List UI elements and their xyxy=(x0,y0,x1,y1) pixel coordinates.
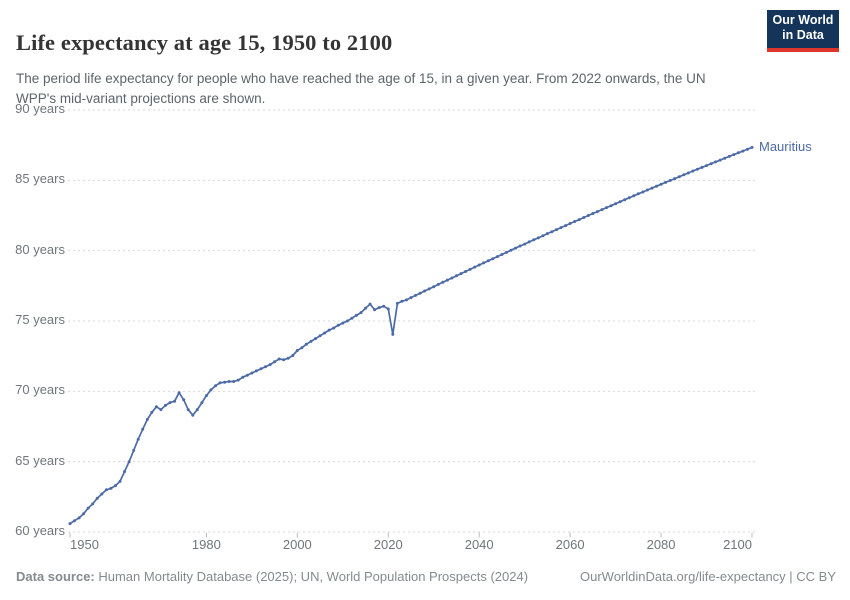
x-axis-tick-label: 2000 xyxy=(282,537,312,552)
owid-logo-line1: Our World xyxy=(772,13,834,27)
y-axis-tick-label: 60 years xyxy=(15,523,65,538)
y-axis-tick-label: 70 years xyxy=(15,382,65,398)
data-source-note: Data source: Human Mortality Database (2… xyxy=(16,569,528,584)
owid-logo-line2: in Data xyxy=(782,28,824,42)
owid-url-license-link[interactable]: OurWorldinData.org/life-expectancy | CC … xyxy=(579,569,836,584)
x-axis-tick-label: 1980 xyxy=(191,537,221,552)
y-axis-tick-label: 65 years xyxy=(15,452,65,468)
data-series-mauritius[interactable] xyxy=(68,145,754,526)
data-source-text: Human Mortality Database (2025); UN, Wor… xyxy=(94,569,529,584)
x-axis-tick-label: 1950 xyxy=(70,537,99,552)
y-axis-tick-label: 80 years xyxy=(15,241,65,257)
x-axis-tick-label: 2040 xyxy=(464,537,494,552)
series-label-mauritius[interactable]: Mauritius xyxy=(759,139,812,155)
chart-subtitle: The period life expectancy for people wh… xyxy=(16,70,706,106)
y-axis-tick-label: 75 years xyxy=(15,312,65,327)
chart-title: Life expectancy at age 15, 1950 to 2100 xyxy=(16,30,393,56)
y-axis-tick-label: 90 years xyxy=(15,101,65,116)
y-axis-tick-label: 85 years xyxy=(15,171,65,187)
x-axis-tick-label: 2100 xyxy=(723,537,752,552)
data-source-label: Data source: xyxy=(16,569,95,584)
owid-logo[interactable]: Our World in Data xyxy=(767,10,839,52)
x-axis-tick-label: 2020 xyxy=(373,537,403,552)
x-axis-tick-label: 2060 xyxy=(555,537,585,552)
x-axis-tick-label: 2080 xyxy=(646,537,676,552)
